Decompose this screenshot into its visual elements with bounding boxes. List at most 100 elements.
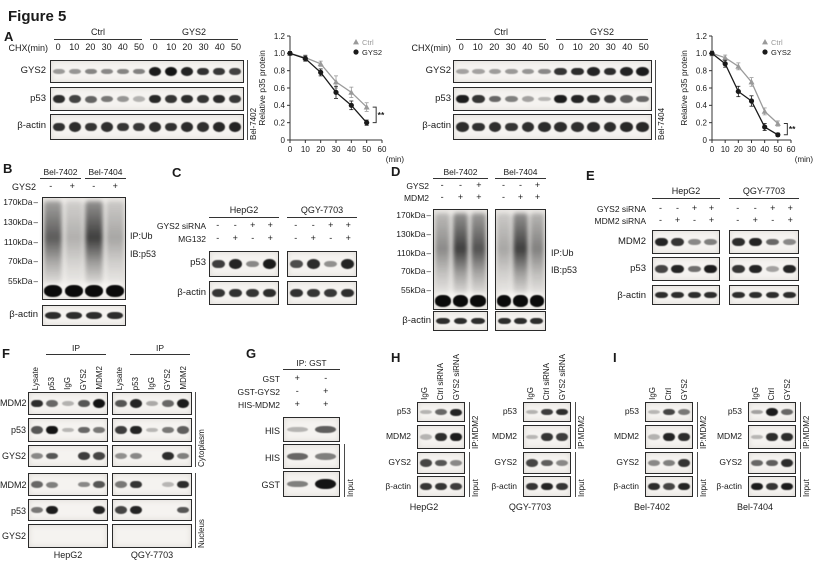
- lane-labels: IgG Ctrl siRNA GYS2 siRNA: [417, 354, 465, 400]
- lane-label: Lysate: [31, 366, 40, 390]
- blot-lane: [115, 88, 131, 110]
- decay-chart-bel7402: 1.2 1.0 0.8 0.6 0.4 0.2 00 10 20 30 40 50 60(min) Rel…: [257, 32, 405, 164]
- protein-band: [603, 95, 617, 103]
- timepoint: 30: [505, 42, 516, 52]
- protein-band: [704, 238, 718, 246]
- blot-lane: [175, 419, 191, 441]
- lane-label: Lysate: [115, 366, 124, 390]
- blot-lane: [449, 453, 464, 473]
- svg-text:0: 0: [710, 145, 715, 154]
- blot-lane: [160, 474, 176, 495]
- decay-chart-bel7404: 1.2 1.0 0.8 0.6 0.4 0.2 00 10 20 30 40 50 60(min) Rel…: [679, 32, 813, 164]
- protein-band: [488, 95, 502, 103]
- protein-band: [52, 68, 66, 75]
- blot-lane: [433, 477, 448, 496]
- condition-sign: +: [267, 220, 273, 230]
- protein-band: [130, 399, 143, 408]
- blot-lane: [67, 115, 83, 139]
- timepoint: 40: [622, 42, 633, 52]
- protein-band: [145, 427, 159, 433]
- svg-text:Relative p35 protein: Relative p35 protein: [257, 50, 267, 126]
- protein-band: [514, 317, 527, 325]
- protein-band: [116, 122, 130, 132]
- svg-text:10: 10: [721, 145, 730, 154]
- protein-band: [647, 434, 660, 440]
- protein-band: [419, 434, 432, 440]
- coip-group-hepg2: IgG Ctrl siRNA GYS2 siRNA p53 MDM2 GYS2 β-acti…: [383, 354, 487, 519]
- condition-sign: -: [736, 203, 740, 213]
- blot-lane: [418, 426, 433, 448]
- blot-lane: [553, 115, 569, 139]
- blot-lane: [29, 500, 45, 520]
- smear-lane: [43, 198, 64, 299]
- condition-label: GYS2: [11, 182, 36, 192]
- blot-lane: [780, 453, 795, 473]
- protein-band: [435, 459, 447, 467]
- chx-label: CHX(min): [411, 43, 452, 53]
- blot-lane: [539, 403, 554, 421]
- row-label: GYS2: [494, 457, 517, 467]
- lane-label: GYS2 siRNA: [558, 353, 567, 400]
- protein-band: [513, 295, 528, 308]
- ip-gst-header: IP: GST: [283, 358, 340, 371]
- row-label: GYS2: [1, 451, 26, 461]
- blot-lane: [160, 500, 176, 520]
- blot-actin: [42, 305, 126, 326]
- ip-label: IP:MDM2: [471, 415, 480, 449]
- smear-lane: [105, 198, 126, 299]
- protein-band: [46, 506, 59, 514]
- protein-band: [323, 288, 338, 298]
- lane-label: IgG: [648, 387, 657, 400]
- protein-band: [455, 122, 469, 132]
- timepoint: 50: [538, 42, 549, 52]
- protein-band: [130, 453, 143, 459]
- blot-gys2-nuc: [112, 524, 192, 548]
- protein-band: [765, 291, 780, 299]
- condition-sign: -: [659, 215, 662, 225]
- protein-band: [541, 432, 553, 442]
- protein-band: [570, 94, 584, 104]
- coip-blot: [645, 425, 693, 449]
- blot-lane: [113, 393, 129, 414]
- group-header: QGY-7703: [287, 205, 357, 218]
- blot-lane: [781, 231, 798, 253]
- protein-band: [647, 482, 660, 491]
- blot-lane: [454, 115, 470, 139]
- svg-text:1.0: 1.0: [696, 49, 708, 58]
- timepoint: 20: [85, 42, 96, 52]
- row-label: GYS2: [425, 65, 451, 76]
- row-label: p53: [30, 93, 46, 104]
- ip-ub-blot: [433, 209, 488, 310]
- blot-lane: [195, 115, 211, 139]
- blot-lane: [555, 426, 570, 448]
- protein-band: [671, 264, 685, 274]
- protein-band: [84, 68, 98, 75]
- condition-sign: +: [69, 181, 75, 191]
- row-label: GYS2: [20, 65, 46, 76]
- blot-lane: [635, 61, 651, 82]
- ip-label: IP:MDM2: [802, 415, 811, 449]
- lane-label: p53: [47, 376, 56, 390]
- condition-sign: +: [770, 203, 776, 213]
- blot-lane: [418, 403, 433, 421]
- condition-label: GYS2 siRNA: [596, 204, 646, 214]
- coip-blot: [523, 425, 571, 449]
- lane-label: GYS2: [680, 378, 689, 400]
- blot-lane: [686, 231, 703, 253]
- blot-lane: [144, 525, 160, 547]
- protein-band: [52, 94, 66, 104]
- svg-text:(min): (min): [386, 155, 405, 164]
- protein-band: [731, 264, 746, 274]
- blot-actin: [209, 281, 279, 305]
- blot-lane: [553, 61, 569, 82]
- blot-lane: [160, 419, 176, 441]
- protein-band: [537, 68, 551, 75]
- blot-lane: [227, 115, 243, 139]
- condition-values: + +: [283, 400, 340, 409]
- mw-marker: 110kDa: [0, 237, 38, 247]
- ub-smear: [435, 212, 451, 294]
- blot-lane: [91, 419, 107, 441]
- condition-sign: +: [323, 386, 329, 396]
- protein-band: [654, 237, 668, 247]
- blot-lane: [536, 88, 552, 110]
